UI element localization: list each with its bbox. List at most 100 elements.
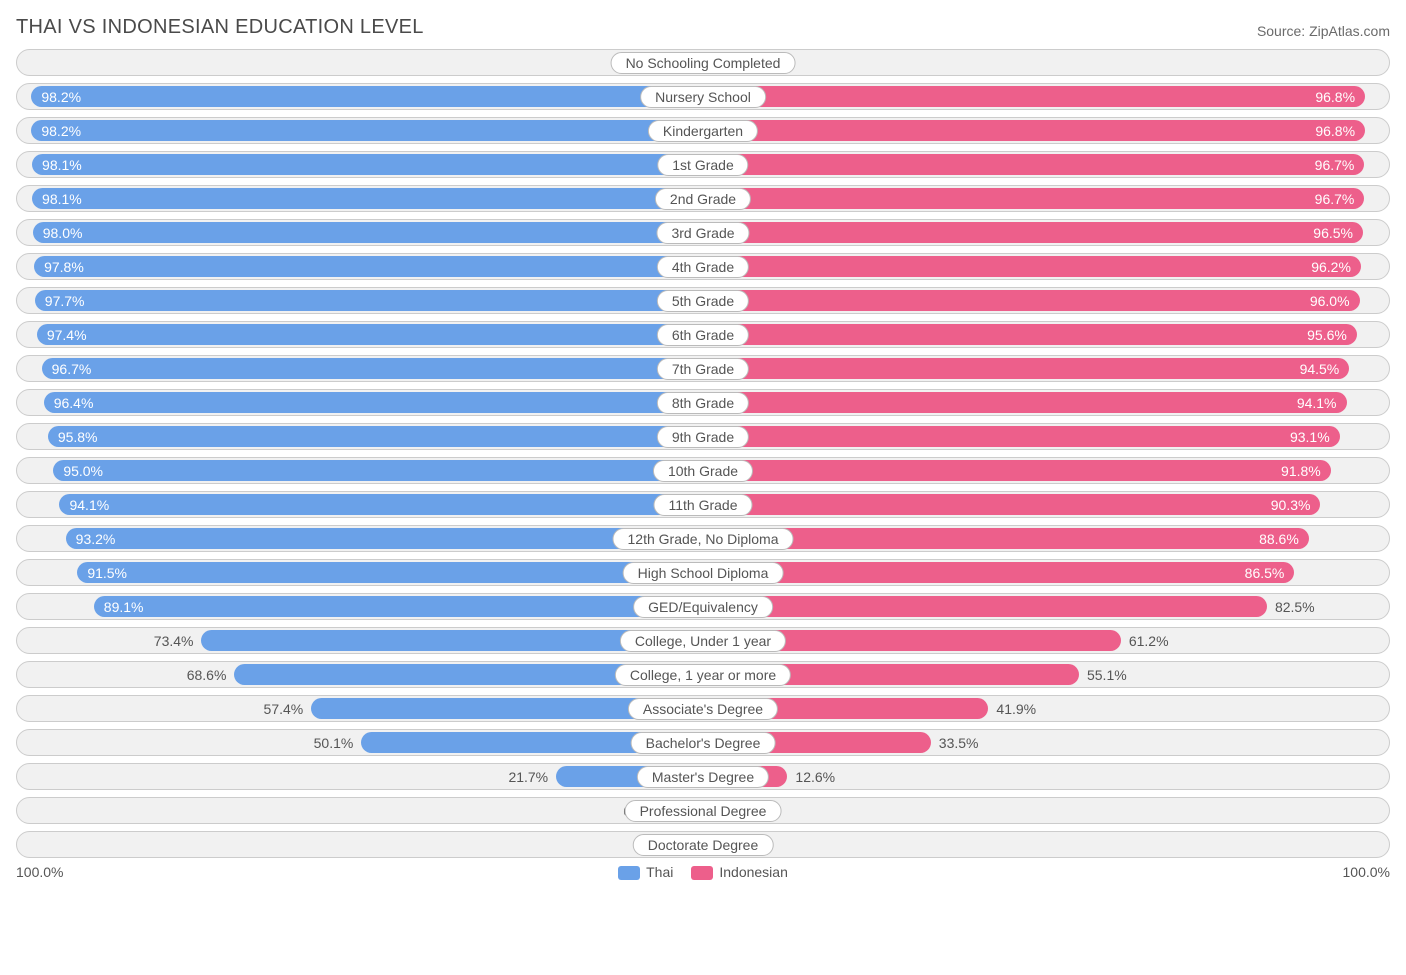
chart-row: 94.1%90.3%11th Grade xyxy=(16,491,1390,518)
legend-item-thai: Thai xyxy=(618,864,673,880)
value-right: 91.8% xyxy=(1281,463,1321,479)
value-left: 57.4% xyxy=(264,701,304,717)
bar-left: 98.1% xyxy=(32,188,705,209)
chart-row: 98.1% 96.7% 2nd Grade xyxy=(16,185,1390,212)
bar-right xyxy=(701,596,1267,617)
category-label: Doctorate Degree xyxy=(633,834,774,856)
legend-swatch-indonesian xyxy=(691,866,713,880)
bar-right: 96.7% xyxy=(701,154,1364,175)
bar-right: 96.7% xyxy=(701,188,1364,209)
value-right: 96.7% xyxy=(1315,191,1355,207)
chart-row: 97.4% 95.6% 6th Grade xyxy=(16,321,1390,348)
value-left: 97.7% xyxy=(45,293,85,309)
bar-left: 94.1% xyxy=(59,494,705,515)
chart-row: 57.4% 41.9% Associate's Degree xyxy=(16,695,1390,722)
bar-right: 91.8% xyxy=(701,460,1331,481)
category-label: Nursery School xyxy=(640,86,766,108)
value-left: 91.5% xyxy=(87,565,127,581)
chart-row: 68.6%55.1%College, 1 year or more xyxy=(16,661,1390,688)
value-right: 61.2% xyxy=(1129,633,1169,649)
category-label: 6th Grade xyxy=(657,324,749,346)
category-label: 12th Grade, No Diploma xyxy=(613,528,794,550)
legend-item-indonesian: Indonesian xyxy=(691,864,788,880)
category-label: 2nd Grade xyxy=(655,188,751,210)
category-label: 9th Grade xyxy=(657,426,749,448)
chart-row: 97.7% 96.0% 5th Grade xyxy=(16,287,1390,314)
value-right: 96.2% xyxy=(1311,259,1351,275)
bar-left: 95.0% xyxy=(53,460,705,481)
value-left: 98.1% xyxy=(42,157,82,173)
category-label: 1st Grade xyxy=(657,154,748,176)
chart-legend: Thai Indonesian xyxy=(618,864,788,880)
chart-row: 6.1%3.7%Professional Degree xyxy=(16,797,1390,824)
value-right: 33.5% xyxy=(939,735,979,751)
category-label: 8th Grade xyxy=(657,392,749,414)
bar-left: 97.8% xyxy=(34,256,705,277)
value-right: 82.5% xyxy=(1275,599,1315,615)
bar-right: 96.2% xyxy=(701,256,1361,277)
category-label: 5th Grade xyxy=(657,290,749,312)
value-right: 88.6% xyxy=(1259,531,1299,547)
value-left: 97.8% xyxy=(44,259,84,275)
category-label: 4th Grade xyxy=(657,256,749,278)
diverging-bar-chart: THAI VS INDONESIAN EDUCATION LEVEL Sourc… xyxy=(16,16,1390,880)
category-label: Master's Degree xyxy=(637,766,769,788)
category-label: Associate's Degree xyxy=(628,698,778,720)
chart-row: 95.8% 93.1% 9th Grade xyxy=(16,423,1390,450)
value-right: 41.9% xyxy=(996,701,1036,717)
category-label: 7th Grade xyxy=(657,358,749,380)
chart-row: 97.8% 96.2% 4th Grade xyxy=(16,253,1390,280)
chart-row: 98.0%96.5%3rd Grade xyxy=(16,219,1390,246)
chart-row: 2.8%1.6%Doctorate Degree xyxy=(16,831,1390,858)
bar-right: 96.8% xyxy=(701,120,1365,141)
chart-row: 95.0% 91.8% 10th Grade xyxy=(16,457,1390,484)
value-right: 96.7% xyxy=(1315,157,1355,173)
value-left: 97.4% xyxy=(47,327,87,343)
value-left: 89.1% xyxy=(104,599,144,615)
chart-row: 21.7% 12.6% Master's Degree xyxy=(16,763,1390,790)
value-left: 50.1% xyxy=(314,735,354,751)
value-right: 96.8% xyxy=(1315,89,1355,105)
value-left: 96.4% xyxy=(54,395,94,411)
category-label: High School Diploma xyxy=(623,562,784,584)
value-right: 55.1% xyxy=(1087,667,1127,683)
category-label: 10th Grade xyxy=(653,460,753,482)
bar-right: 96.5% xyxy=(701,222,1363,243)
category-label: Professional Degree xyxy=(625,800,782,822)
bar-left: 98.0% xyxy=(33,222,705,243)
legend-swatch-thai xyxy=(618,866,640,880)
category-label: College, Under 1 year xyxy=(620,630,786,652)
value-right: 93.1% xyxy=(1290,429,1330,445)
value-left: 93.2% xyxy=(76,531,116,547)
value-left: 98.2% xyxy=(41,89,81,105)
value-right: 94.5% xyxy=(1300,361,1340,377)
bar-right: 86.5% xyxy=(701,562,1294,583)
value-right: 96.0% xyxy=(1310,293,1350,309)
value-left: 98.2% xyxy=(41,123,81,139)
category-label: College, 1 year or more xyxy=(615,664,791,686)
bar-right: 90.3% xyxy=(701,494,1320,515)
value-left: 73.4% xyxy=(154,633,194,649)
bar-left: 98.2% xyxy=(31,120,705,141)
value-left: 95.8% xyxy=(58,429,98,445)
legend-label-thai: Thai xyxy=(646,864,673,880)
chart-header: THAI VS INDONESIAN EDUCATION LEVEL Sourc… xyxy=(16,16,1390,39)
axis-left-max: 100.0% xyxy=(16,864,63,880)
chart-row: 98.2% 96.8% Nursery School xyxy=(16,83,1390,110)
bar-right: 94.1% xyxy=(701,392,1347,413)
bar-right: 93.1% xyxy=(701,426,1340,447)
bar-left: 98.2% xyxy=(31,86,705,107)
bar-right: 96.8% xyxy=(701,86,1365,107)
bar-right: 96.0% xyxy=(701,290,1360,311)
chart-row: 73.4% 61.2% College, Under 1 year xyxy=(16,627,1390,654)
chart-source: Source: ZipAtlas.com xyxy=(1257,23,1390,39)
value-right: 12.6% xyxy=(795,769,835,785)
value-left: 21.7% xyxy=(508,769,548,785)
value-right: 95.6% xyxy=(1307,327,1347,343)
value-right: 90.3% xyxy=(1271,497,1311,513)
value-left: 96.7% xyxy=(52,361,92,377)
bar-left: 89.1% xyxy=(94,596,705,617)
value-right: 86.5% xyxy=(1245,565,1285,581)
value-left: 98.1% xyxy=(42,191,82,207)
bar-left: 97.7% xyxy=(35,290,705,311)
